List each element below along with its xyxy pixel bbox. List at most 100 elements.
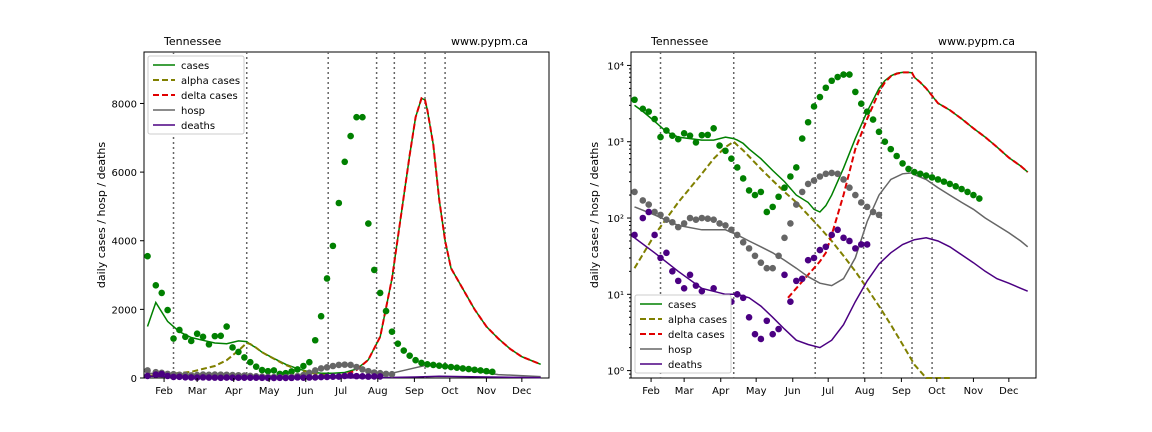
- right-deaths-observed-point: [733, 291, 741, 298]
- left-cases-observed-point: [193, 330, 201, 338]
- left-cases-observed-point: [465, 365, 473, 373]
- left-cases-observed-point: [453, 364, 461, 372]
- left-x-tick-label: Apr: [225, 386, 243, 397]
- right-deaths-observed-point: [775, 325, 782, 333]
- right-cases-observed-point: [869, 116, 877, 123]
- right-cases-observed-point: [875, 128, 883, 136]
- right-hosp-observed-point: [804, 180, 812, 188]
- left-cases-observed-point: [199, 333, 207, 341]
- right-x-tick-label: Oct: [928, 386, 945, 397]
- left-cases-observed-point: [483, 367, 490, 375]
- right-cases-observed-point: [810, 103, 818, 110]
- left-deaths-observed-point: [311, 374, 319, 381]
- left-legend: cases alpha cases delta cases hosp death…: [147, 55, 245, 135]
- left-cases-observed-point: [288, 368, 295, 375]
- right-hosp-observed-point: [857, 199, 865, 206]
- right-deaths-observed-point: [745, 313, 753, 321]
- left-deaths-observed-point: [152, 371, 160, 378]
- right-chart-title: Tennessee: [650, 35, 709, 48]
- right-cases-observed-point: [804, 118, 812, 126]
- left-x-tick-label: Dec: [512, 386, 531, 397]
- right-deaths-observed-point: [657, 254, 664, 262]
- right-hosp-observed-point: [663, 216, 670, 224]
- right-cases-observed-point: [710, 124, 717, 132]
- left-hosp-observed-point: [144, 367, 151, 374]
- left-hosp-observed-point: [311, 367, 319, 374]
- left-deaths-observed-point: [246, 374, 254, 381]
- right-y-axis-label: daily cases / hosp / deaths: [588, 142, 601, 288]
- right-hosp-observed-point: [733, 231, 741, 239]
- right-deaths-observed-point: [816, 246, 824, 254]
- left-deaths-observed-point: [158, 370, 166, 378]
- left-deaths-observed-point: [241, 374, 248, 382]
- right-hosp-observed-point: [686, 214, 694, 222]
- right-hosp-observed-point: [722, 222, 729, 229]
- right-hosp-observed-point: [763, 264, 771, 272]
- right-deaths-observed-point: [710, 284, 717, 292]
- left-hosp-observed-point: [359, 366, 366, 373]
- left-x-tick-label: Nov: [477, 386, 497, 397]
- left-cases-observed-point: [341, 158, 349, 166]
- left-cases-observed-point: [335, 199, 343, 207]
- right-cases-observed-point: [899, 160, 906, 167]
- right-deaths-observed-point: [674, 277, 682, 285]
- left-cases-observed-point: [187, 337, 195, 345]
- right-hosp-observed-point: [716, 220, 723, 227]
- right-legend-label-delta: delta cases: [668, 330, 725, 341]
- left-y-tick-label: 0: [131, 374, 137, 385]
- right-cases-observed-point: [751, 191, 759, 199]
- right-hosp-observed-point: [863, 203, 871, 211]
- left-deaths-observed-point: [170, 373, 177, 381]
- left-x-tick-label: Sep: [405, 386, 424, 397]
- right-cases-observed-point: [722, 147, 729, 155]
- right-cases-observed-point: [651, 115, 658, 123]
- right-hosp-observed-point: [869, 208, 877, 216]
- right-y-tick-label: 10³: [607, 138, 624, 149]
- right-cases-observed-point: [739, 175, 747, 182]
- left-x-tick-label: Feb: [155, 386, 173, 397]
- left-hosp-observed-point: [353, 363, 360, 371]
- right-chart-site: www.pypm.ca: [938, 35, 1015, 48]
- left-deaths-observed-point: [306, 374, 313, 381]
- left-cases-observed-point: [406, 352, 413, 359]
- left-cases-observed-point: [164, 306, 171, 314]
- right-cases-observed-point: [822, 84, 830, 92]
- right-y-tick-label: 10⁰: [607, 367, 624, 378]
- left-deaths-observed-point: [193, 374, 201, 381]
- left-cases-observed-point: [347, 132, 354, 140]
- right-hosp-observed-point: [751, 252, 759, 260]
- left-hosp-observed-point: [388, 370, 396, 378]
- left-y-tick-label: 2000: [112, 305, 137, 316]
- right-hosp-observed-point: [657, 211, 664, 219]
- left-hosp-observed-point: [341, 361, 349, 368]
- right-cases-observed-point: [787, 173, 794, 180]
- right-y-tick-label: 10²: [607, 214, 624, 225]
- left-cases-observed-point: [229, 344, 236, 351]
- left-cases-observed-point: [317, 312, 325, 320]
- left-cases-observed-point: [211, 332, 219, 340]
- right-deaths-observed-point: [846, 237, 853, 245]
- left-legend-label-alpha: alpha cases: [181, 76, 240, 87]
- left-cases-observed-point: [359, 113, 366, 121]
- left-legend-box: [147, 55, 245, 135]
- right-deaths-observed-point: [651, 231, 658, 239]
- left-cases-observed-point: [323, 275, 331, 282]
- right-deaths-observed-point: [852, 245, 859, 252]
- right-cases-observed-point: [922, 172, 930, 179]
- right-cases-observed-point: [852, 88, 859, 96]
- right-hosp-observed-point: [852, 191, 859, 199]
- left-deaths-observed-point: [370, 373, 378, 380]
- left-legend-label-deaths: deaths: [181, 121, 215, 132]
- right-hosp-observed-point: [875, 211, 883, 219]
- right-hosp-observed-point: [846, 184, 853, 191]
- right-deaths-observed-point: [645, 208, 653, 216]
- right-cases-observed-point: [946, 180, 954, 188]
- left-deaths-observed-point: [288, 374, 295, 382]
- left-deaths-observed-point: [252, 374, 260, 381]
- right-hosp-observed-point: [680, 220, 688, 227]
- left-deaths-observed-point: [235, 374, 242, 381]
- left-cases-observed-point: [429, 361, 437, 369]
- left-cases-observed-point: [459, 365, 467, 372]
- left-legend-label-cases: cases: [181, 61, 209, 72]
- right-cases-observed-point: [781, 184, 788, 191]
